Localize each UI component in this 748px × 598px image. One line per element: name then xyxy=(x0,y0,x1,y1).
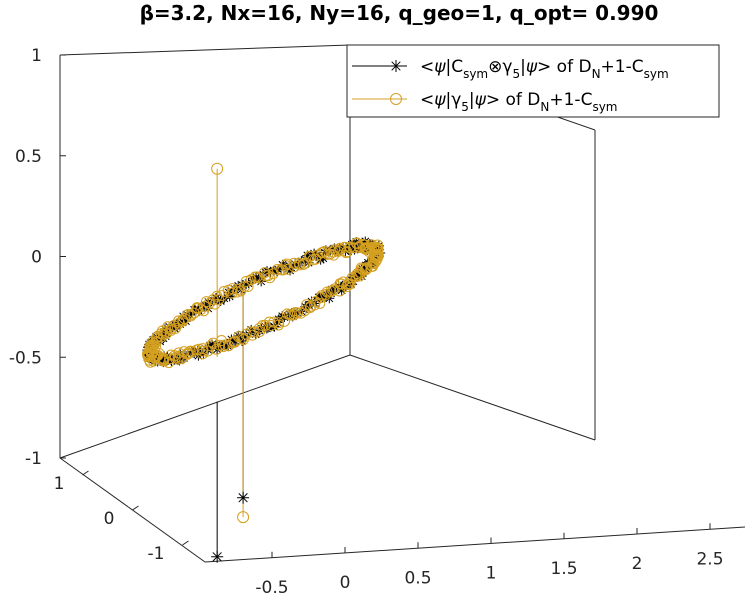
data-point xyxy=(307,254,319,266)
z-tick-label: -0.5 xyxy=(9,348,42,368)
data-point xyxy=(169,350,181,362)
x-tick-label: 2.5 xyxy=(696,549,723,569)
data-point xyxy=(172,353,184,365)
legend-label-gamma5: <ψ|γ5|ψ> of DN+1-Csym xyxy=(420,90,618,114)
data-point xyxy=(314,297,326,309)
data-point xyxy=(248,326,260,338)
data-point xyxy=(281,258,293,270)
x-tick-label: 0 xyxy=(340,573,351,593)
y-tick-label: 0 xyxy=(104,509,115,529)
z-tick-label: 0 xyxy=(31,248,42,268)
data-point xyxy=(236,332,248,344)
data-point xyxy=(360,263,372,275)
data-point xyxy=(239,281,251,293)
data-point xyxy=(271,263,283,275)
data-point xyxy=(267,268,279,280)
data-point xyxy=(210,343,222,355)
outlier-point xyxy=(237,511,250,524)
data-point xyxy=(245,274,257,286)
legend-marker-asterisk xyxy=(390,60,402,72)
data-point xyxy=(244,326,256,338)
legend-asterisk xyxy=(390,60,402,72)
series-gamma5 xyxy=(142,237,384,369)
data-point xyxy=(288,257,300,269)
data-point xyxy=(217,341,229,353)
x-axis-line xyxy=(204,526,746,563)
x-tick-label: 1.5 xyxy=(550,559,577,579)
data-point xyxy=(257,320,269,332)
data-point xyxy=(321,286,333,298)
x-tick-label: -0.5 xyxy=(255,578,288,598)
data-point xyxy=(211,290,223,302)
z-tick-label: -1 xyxy=(25,449,42,469)
outlier-point xyxy=(237,491,250,504)
outlier-point xyxy=(211,162,224,175)
data-point xyxy=(361,263,373,275)
x-tick-label: 1 xyxy=(486,564,497,584)
x-tick-label: 2 xyxy=(632,554,643,574)
data-point xyxy=(334,242,346,254)
data-point xyxy=(191,302,203,314)
z-tick-label: 1 xyxy=(31,46,42,66)
y-tick-label: -1 xyxy=(148,544,165,564)
data-point xyxy=(202,345,214,357)
data-point xyxy=(181,347,193,359)
data-point xyxy=(291,307,303,319)
data-point xyxy=(265,320,277,332)
data-point xyxy=(199,300,211,312)
data-point xyxy=(288,261,300,273)
data-point xyxy=(327,285,339,297)
y-tick-mark xyxy=(82,470,89,476)
data-point xyxy=(240,275,252,287)
data-point xyxy=(254,325,266,337)
legend: <ψ|Csym⊗γ5|ψ> of DN+1-Csym <ψ|γ5|ψ> of D… xyxy=(346,44,720,118)
data-point xyxy=(253,272,265,284)
data-point xyxy=(157,354,169,366)
data-point xyxy=(260,270,272,282)
z-tick-label: 0.5 xyxy=(15,147,42,167)
data-point xyxy=(354,270,366,282)
legend-box xyxy=(346,44,720,118)
box-edge-top-back xyxy=(59,44,351,56)
data-point xyxy=(254,322,266,334)
y-tick-label: 1 xyxy=(54,474,65,494)
tick-layer: 1 0.5 0 -0.5 -1 1 0 -1 -0.5 0 0.5 1 1.5 2 2.5 xyxy=(9,46,724,598)
data-point xyxy=(328,249,340,261)
chart-title: β=3.2, Nx=16, Ny=16, q_geo=1, q_opt= 0.9… xyxy=(140,1,659,25)
data-point xyxy=(205,340,217,352)
outlier-point xyxy=(211,550,224,563)
outlier-layer xyxy=(211,162,250,563)
box-edge-bottom-right xyxy=(349,354,596,441)
legend-marker-circle xyxy=(390,93,402,105)
data-point xyxy=(197,343,209,355)
box-edge-bottom-back xyxy=(59,354,351,459)
data-point xyxy=(340,281,352,293)
data-point xyxy=(356,263,368,275)
data-point xyxy=(196,348,208,360)
legend-label-csym: <ψ|Csym⊗γ5|ψ> of DN+1-Csym xyxy=(420,57,669,81)
data-point xyxy=(316,290,328,302)
x-tick-label: 0.5 xyxy=(404,568,431,588)
y-tick-mark xyxy=(182,540,189,546)
stem-layer xyxy=(216,168,244,557)
data-point xyxy=(273,317,285,329)
data-point xyxy=(207,294,219,306)
data-point xyxy=(207,337,219,349)
data-point xyxy=(344,278,356,290)
y-tick-mark xyxy=(132,505,139,511)
data-point xyxy=(303,250,315,262)
data-point xyxy=(237,334,249,346)
data-point xyxy=(300,257,312,269)
